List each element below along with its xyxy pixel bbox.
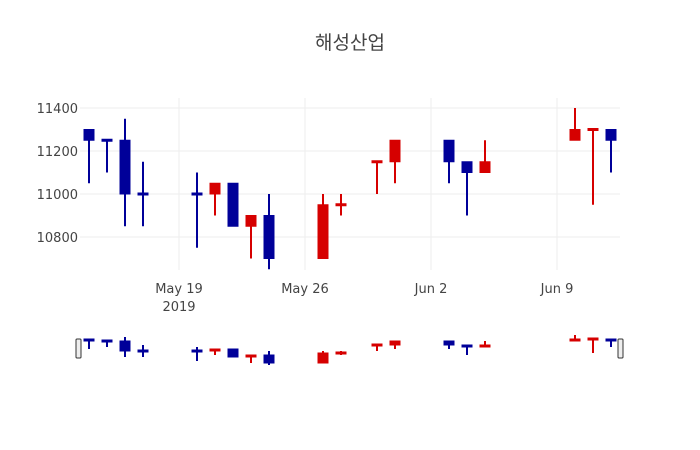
y-tick-label: 11000 — [37, 188, 78, 203]
candle[interactable] — [137, 345, 149, 357]
candle[interactable] — [587, 337, 599, 353]
candle-body — [245, 215, 257, 227]
candle-body — [83, 338, 95, 342]
candle[interactable] — [119, 337, 131, 357]
candle[interactable] — [227, 182, 239, 227]
candle-body — [119, 340, 131, 352]
candle[interactable] — [587, 128, 599, 205]
x-axis: May 19 2019 May 26 Jun 2 Jun 9 — [155, 282, 573, 315]
x-tick-label: Jun 9 — [540, 282, 574, 297]
candle[interactable] — [263, 351, 275, 365]
candle-body — [335, 351, 347, 355]
candle[interactable] — [209, 348, 221, 355]
chart-title: 해성산업 — [315, 32, 385, 54]
candle-body — [263, 215, 275, 259]
y-tick-label: 11400 — [37, 102, 78, 117]
candle-body — [587, 337, 599, 341]
candle-body — [569, 338, 581, 342]
y-tick-label: 10800 — [37, 231, 78, 246]
x-tick-label: Jun 2 — [414, 282, 448, 297]
y-tick-label: 11200 — [37, 145, 78, 160]
candle-body — [209, 182, 221, 195]
candle[interactable] — [605, 338, 617, 347]
candle-body — [191, 192, 203, 196]
candle-body — [335, 203, 347, 207]
candle-body — [137, 349, 149, 353]
range-slider-bg — [80, 328, 620, 370]
range-slider-left-handle[interactable] — [75, 338, 82, 359]
candle-body — [83, 129, 95, 141]
candle[interactable] — [335, 194, 347, 216]
candle[interactable] — [605, 129, 617, 173]
candle[interactable] — [317, 194, 329, 259]
candle-body — [605, 129, 617, 141]
candle-body — [227, 348, 239, 358]
candle[interactable] — [263, 194, 275, 270]
candle-body — [209, 348, 221, 352]
candle[interactable] — [335, 351, 347, 355]
candle-body — [479, 161, 491, 173]
y-axis: 10800 11000 11200 11400 — [37, 102, 78, 246]
candle[interactable] — [119, 118, 131, 227]
candle[interactable] — [569, 335, 581, 342]
candle-body — [479, 344, 491, 348]
candle[interactable] — [389, 139, 401, 184]
candle[interactable] — [191, 172, 203, 248]
candle[interactable] — [209, 182, 221, 216]
gridlines — [80, 98, 620, 270]
range-slider-right-handle[interactable] — [617, 338, 624, 359]
range-slider[interactable] — [75, 328, 624, 370]
candle-body — [191, 349, 203, 353]
candle-body — [227, 182, 239, 227]
candle-body — [389, 139, 401, 163]
candle[interactable] — [83, 129, 95, 184]
candle[interactable] — [245, 354, 257, 363]
candle-body — [101, 138, 113, 142]
candle-body — [569, 129, 581, 141]
candle[interactable] — [479, 140, 491, 173]
candle[interactable] — [389, 340, 401, 349]
candle-body — [101, 339, 113, 343]
candle-body — [245, 354, 257, 358]
candle-body — [443, 340, 455, 346]
candle-body — [317, 352, 329, 364]
candle[interactable] — [569, 108, 581, 141]
candle-body — [461, 344, 473, 348]
candle[interactable] — [371, 160, 383, 194]
candle-body — [389, 340, 401, 346]
candle[interactable] — [101, 339, 113, 347]
x-tick-label: May 26 — [281, 282, 329, 297]
candle[interactable] — [443, 340, 455, 349]
candle[interactable] — [461, 161, 473, 216]
candle[interactable] — [83, 338, 95, 349]
candle[interactable] — [317, 351, 329, 364]
candle-body — [371, 160, 383, 164]
candle-body — [461, 161, 473, 173]
x-tick-label: May 19 — [155, 282, 203, 297]
candle[interactable] — [137, 161, 149, 227]
candle[interactable] — [443, 139, 455, 184]
candle-body — [119, 139, 131, 195]
candle-body — [587, 128, 599, 131]
candle-body — [317, 204, 329, 259]
candle[interactable] — [245, 215, 257, 259]
candle[interactable] — [227, 348, 239, 358]
candle-body — [371, 343, 383, 347]
candle-body — [263, 354, 275, 364]
candle-body — [137, 192, 149, 196]
x-tick-year-label: 2019 — [162, 300, 195, 315]
candle[interactable] — [191, 347, 203, 361]
candle[interactable] — [479, 341, 491, 348]
candle-body — [443, 139, 455, 163]
candles-main — [83, 108, 617, 270]
candle[interactable] — [461, 344, 473, 355]
candle[interactable] — [101, 138, 113, 173]
candle-body — [605, 338, 617, 342]
candle[interactable] — [371, 343, 383, 351]
